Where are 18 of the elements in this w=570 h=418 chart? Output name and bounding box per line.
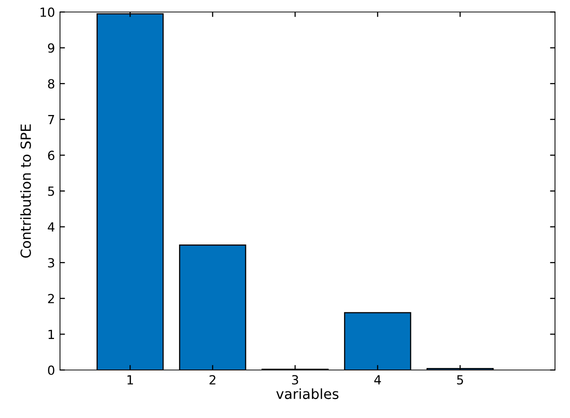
x-tick-label: 1 [128,375,133,384]
y-tick-label: 4 [48,222,54,232]
y-axis-title: Contribution to SPE [20,124,31,258]
y-tick-label: 3 [48,258,54,268]
y-tick-label: 5 [48,186,54,196]
y-tick-label: 9 [48,43,54,53]
y-tick-label: 0 [48,365,54,375]
y-tick-label: 1 [48,330,54,339]
y-tick-label: 10 [40,7,54,17]
x-axis-title: variables [276,388,338,400]
x-tick-label: 3 [292,375,298,385]
x-tick-label: 4 [374,375,381,384]
x-tick-label: 5 [457,375,464,385]
y-tick-label: 2 [48,294,54,304]
y-tick-label: 8 [48,79,54,89]
y-tick-label: 6 [48,150,54,160]
x-tick-label: 2 [210,375,216,384]
y-tick-label: 7 [48,115,54,124]
